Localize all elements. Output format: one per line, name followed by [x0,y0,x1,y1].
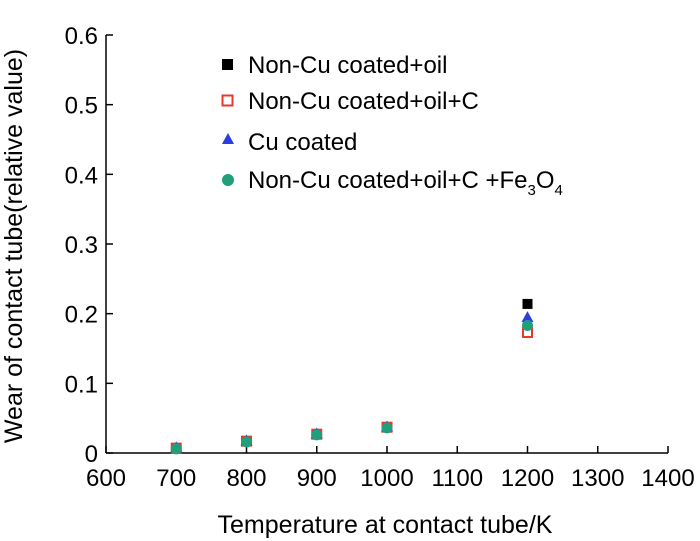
data-points [170,298,534,455]
legend-marker-circle [222,174,234,186]
x-tick-label: 800 [226,465,266,492]
x-tick-label: 600 [86,465,126,492]
data-point-series-3 [521,311,534,323]
x-tick-label: 1400 [641,465,694,492]
x-tick-label: 1300 [571,465,624,492]
legend-label-1: Non-Cu coated+oil [248,52,447,79]
legend-label-4: Non-Cu coated+oil+C +Fe3O4 [248,167,563,199]
y-axis-title: Wear of contact tube(relative value) [0,49,28,443]
y-tick-label: 0.2 [65,302,98,329]
y-tick-label: 0.1 [65,371,98,398]
x-tick-label: 1000 [360,465,413,492]
y-tick-label: 0.4 [65,162,98,189]
legend-entry-4: Non-Cu coated+oil+C +Fe3O4 [222,167,563,199]
y-tick-label: 0 [85,441,98,468]
legend: Non-Cu coated+oil Non-Cu coated+oil+C Cu… [221,52,563,199]
data-point-series-4 [381,422,393,434]
legend-label-2: Non-Cu coated+oil+C [248,88,479,115]
legend-label-4-mid: O [536,167,555,194]
x-tick-label: 1100 [431,465,483,492]
y-tick-label: 0.3 [65,232,98,259]
x-tick-label: 700 [156,465,196,492]
y-tick-label: 0.6 [65,23,98,50]
x-axis-title: Temperature at contact tube/K [218,511,553,539]
x-tick-label: 1200 [501,465,554,492]
legend-entry-1: Non-Cu coated+oil [222,52,447,79]
data-point-series-4 [522,320,533,332]
data-point-series-4 [311,429,323,441]
legend-label-3: Cu coated [248,129,357,156]
legend-label-4-prefix: Non-Cu coated+oil+C +Fe [248,167,528,194]
legend-label-4-sub1: 3 [528,182,536,199]
data-point-series-4 [241,436,252,448]
legend-entry-2: Non-Cu coated+oil+C [221,88,479,115]
legend-label-4-sub2: 4 [555,182,563,199]
legend-marker-open-square [221,94,234,107]
data-point-series-4 [170,443,182,455]
legend-marker-filled-square [222,59,233,70]
x-tick-label: 900 [297,465,337,492]
data-point-series-1 [522,298,533,309]
ticks: 0 0.1 0.2 0.3 0.4 0.5 0.6 600 700 800 900 1000 1100 1… [65,23,695,492]
y-tick-label: 0.5 [65,93,98,120]
legend-entry-3: Cu coated [222,129,357,156]
legend-marker-triangle [222,133,234,144]
